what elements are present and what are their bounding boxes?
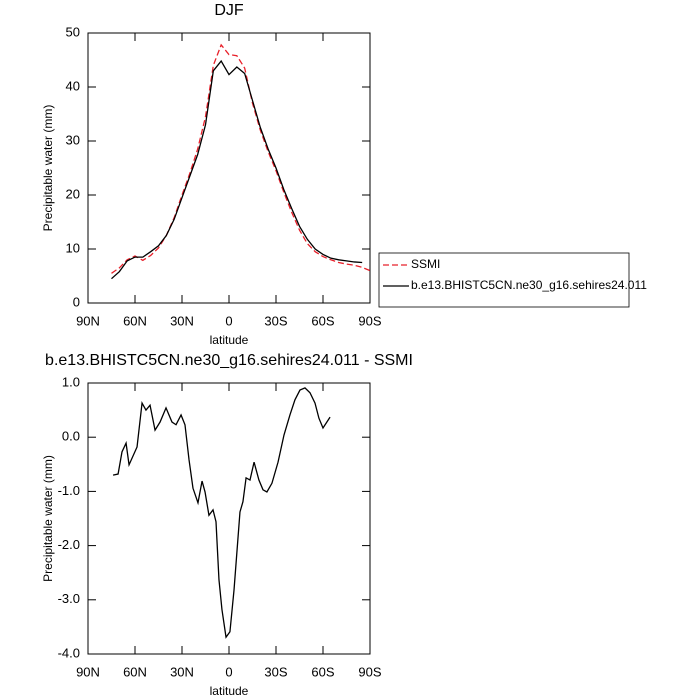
y-tick-label: 1.0	[62, 374, 80, 389]
x-tick-label: 30S	[264, 664, 287, 679]
x-tick-label: 60N	[123, 664, 147, 679]
data-line	[111, 43, 371, 274]
y-tick-label: -3.0	[58, 591, 80, 606]
y-tick-label: 40	[66, 78, 80, 93]
x-tick-label: 90N	[76, 313, 100, 328]
y-tick-label: 10	[66, 240, 80, 255]
y-tick-label: 30	[66, 132, 80, 147]
x-tick-label: 0	[225, 313, 232, 328]
x-tick-label: 30N	[170, 313, 194, 328]
x-tick-label: 60N	[123, 313, 147, 328]
x-tick-label: 90N	[76, 664, 100, 679]
y-tick-label: -4.0	[58, 645, 80, 660]
y-tick-label: 0	[73, 294, 80, 309]
y-tick-label: 20	[66, 186, 80, 201]
x-tick-label: 90S	[358, 664, 381, 679]
legend-box	[378, 252, 630, 308]
x-tick-label: 30S	[264, 313, 287, 328]
legend-label: b.e13.BHISTC5CN.ne30_g16.sehires24.011	[411, 278, 647, 292]
x-tick-label: 60S	[311, 313, 334, 328]
chart-panel: 90N 60N 30N 0 30S 60S 90S -4.0 -3.0 -2.0 -1.0 0.0 1.…	[41, 352, 413, 698]
y-tick-label: -1.0	[58, 483, 80, 498]
y-tick-label: 50	[66, 24, 80, 39]
data-line	[111, 59, 363, 280]
y-axis-label: Precipitable water (mm)	[41, 105, 55, 232]
legend-label: SSMI	[411, 257, 440, 271]
y-tick-label: -2.0	[58, 537, 80, 552]
x-tick-label: 60S	[311, 664, 334, 679]
chart-title: b.e13.BHISTC5CN.ne30_g16.sehires24.011 -…	[45, 352, 413, 369]
chart-panel: 90N 60N 30N 0 30S 60S 90S 0 10 20 30 40 50 DJF latitud…	[41, 2, 647, 347]
y-axis-label: Precipitable water (mm)	[41, 455, 55, 582]
data-line	[112, 387, 331, 639]
plot-frame	[87, 382, 371, 655]
x-axis-label: latitude	[210, 684, 249, 698]
chart-title: DJF	[214, 2, 244, 19]
x-tick-label: 0	[225, 664, 232, 679]
x-tick-label: 30N	[170, 664, 194, 679]
x-tick-label: 90S	[358, 313, 381, 328]
x-axis-label: latitude	[210, 333, 249, 347]
y-tick-label: 0.0	[62, 429, 80, 444]
